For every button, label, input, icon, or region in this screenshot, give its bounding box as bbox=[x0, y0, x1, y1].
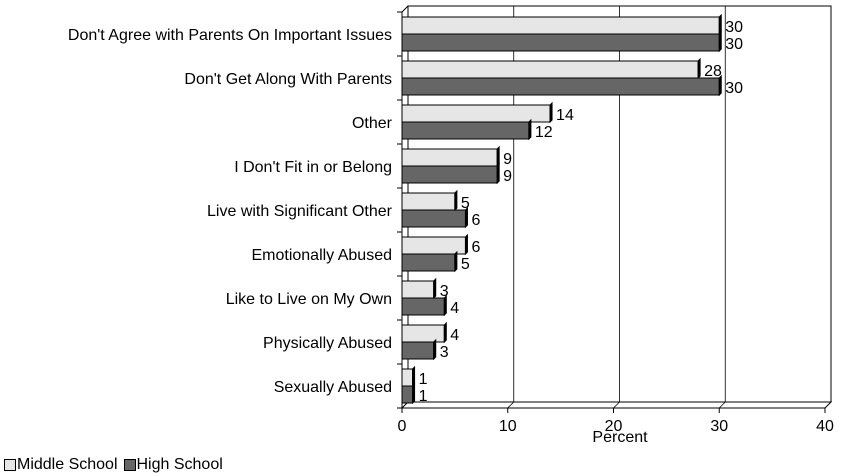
data-label: 12 bbox=[535, 124, 553, 141]
bar bbox=[401, 148, 498, 167]
data-label: 6 bbox=[471, 239, 480, 256]
bar-side bbox=[496, 145, 500, 168]
y-axis-depth bbox=[401, 5, 409, 13]
x-tick-label: 20 bbox=[605, 418, 623, 435]
bar-side bbox=[496, 162, 500, 185]
gridline-floor bbox=[613, 401, 620, 409]
bar bbox=[401, 385, 414, 404]
category-label: Emotionally Abused bbox=[251, 247, 392, 264]
data-label: 5 bbox=[461, 195, 470, 212]
data-label: 30 bbox=[725, 36, 743, 53]
bar-side bbox=[464, 206, 468, 229]
data-label: 6 bbox=[471, 212, 480, 229]
x-tick-label: 40 bbox=[816, 418, 834, 435]
bar bbox=[401, 121, 530, 140]
bar bbox=[401, 192, 456, 211]
legend-label-middle-school: Middle School bbox=[17, 456, 118, 473]
bar-side bbox=[697, 57, 701, 80]
bar-side bbox=[412, 365, 416, 388]
bar bbox=[401, 16, 720, 35]
bar-side bbox=[412, 382, 416, 405]
bar-side bbox=[718, 30, 722, 53]
x-tick-label: 0 bbox=[398, 418, 407, 435]
legend-swatch-high-school bbox=[123, 459, 136, 471]
bar-side bbox=[433, 338, 437, 361]
bar bbox=[401, 209, 466, 228]
gridline-floor bbox=[718, 401, 726, 409]
bar-side bbox=[443, 294, 447, 317]
data-label: 4 bbox=[450, 300, 459, 317]
category-label: Don't Get Along With Parents bbox=[184, 71, 392, 88]
axes bbox=[397, 5, 826, 413]
x-tick-label: 30 bbox=[710, 418, 728, 435]
bar-side bbox=[718, 13, 722, 36]
bar-side bbox=[528, 118, 532, 141]
bar bbox=[401, 341, 435, 360]
bar bbox=[401, 33, 720, 52]
data-label: 4 bbox=[450, 327, 459, 344]
bar-side bbox=[549, 101, 553, 124]
category-label: Physically Abused bbox=[263, 335, 392, 352]
data-label: 14 bbox=[556, 107, 574, 124]
bar bbox=[401, 236, 466, 255]
bar bbox=[401, 297, 445, 316]
bar-side bbox=[718, 74, 722, 97]
bar bbox=[401, 324, 445, 343]
data-label: 9 bbox=[503, 168, 512, 185]
legend: Middle School High School bbox=[4, 456, 229, 474]
bar bbox=[401, 104, 551, 123]
bar-chart: 0 10 20 30 40 Don't Agree with Parents On Imp… bbox=[68, 5, 834, 446]
bar bbox=[401, 165, 498, 184]
data-label: 30 bbox=[725, 19, 743, 36]
bar-side bbox=[433, 277, 437, 300]
bar-side bbox=[464, 233, 468, 256]
bars bbox=[401, 13, 722, 405]
data-label: 28 bbox=[704, 63, 722, 80]
data-label: 1 bbox=[419, 371, 428, 388]
data-label: 3 bbox=[440, 344, 449, 361]
category-label: Like to Live on My Own bbox=[226, 291, 392, 308]
category-label: Sexually Abused bbox=[274, 379, 392, 396]
bar bbox=[401, 60, 699, 79]
bar bbox=[401, 77, 720, 96]
category-label: Don't Agree with Parents On Important Is… bbox=[68, 27, 392, 44]
bar-side bbox=[443, 321, 447, 344]
gridline-floor bbox=[507, 401, 515, 409]
labels: 0 10 20 30 40 Don't Agree with Parents On Imp… bbox=[68, 19, 834, 435]
category-label: Live with Significant Other bbox=[207, 203, 393, 220]
category-label: Other bbox=[352, 115, 393, 132]
x-axis-title: Percent bbox=[592, 429, 648, 446]
data-label: 1 bbox=[419, 388, 428, 405]
bar bbox=[401, 280, 435, 299]
legend-item-middle-school: Middle School bbox=[4, 456, 118, 474]
legend-item-high-school: High School bbox=[123, 456, 223, 474]
bar-side bbox=[454, 189, 458, 212]
category-label: I Don't Fit in or Belong bbox=[234, 159, 392, 176]
data-label: 3 bbox=[440, 283, 449, 300]
legend-label-high-school: High School bbox=[136, 456, 223, 473]
bar bbox=[401, 253, 456, 272]
data-label: 9 bbox=[503, 151, 512, 168]
legend-swatch-middle-school bbox=[4, 459, 16, 471]
bar bbox=[401, 368, 414, 387]
x-tick-label: 10 bbox=[499, 418, 517, 435]
data-label: 30 bbox=[725, 80, 743, 97]
data-label: 5 bbox=[461, 256, 470, 273]
bar-side bbox=[454, 250, 458, 273]
